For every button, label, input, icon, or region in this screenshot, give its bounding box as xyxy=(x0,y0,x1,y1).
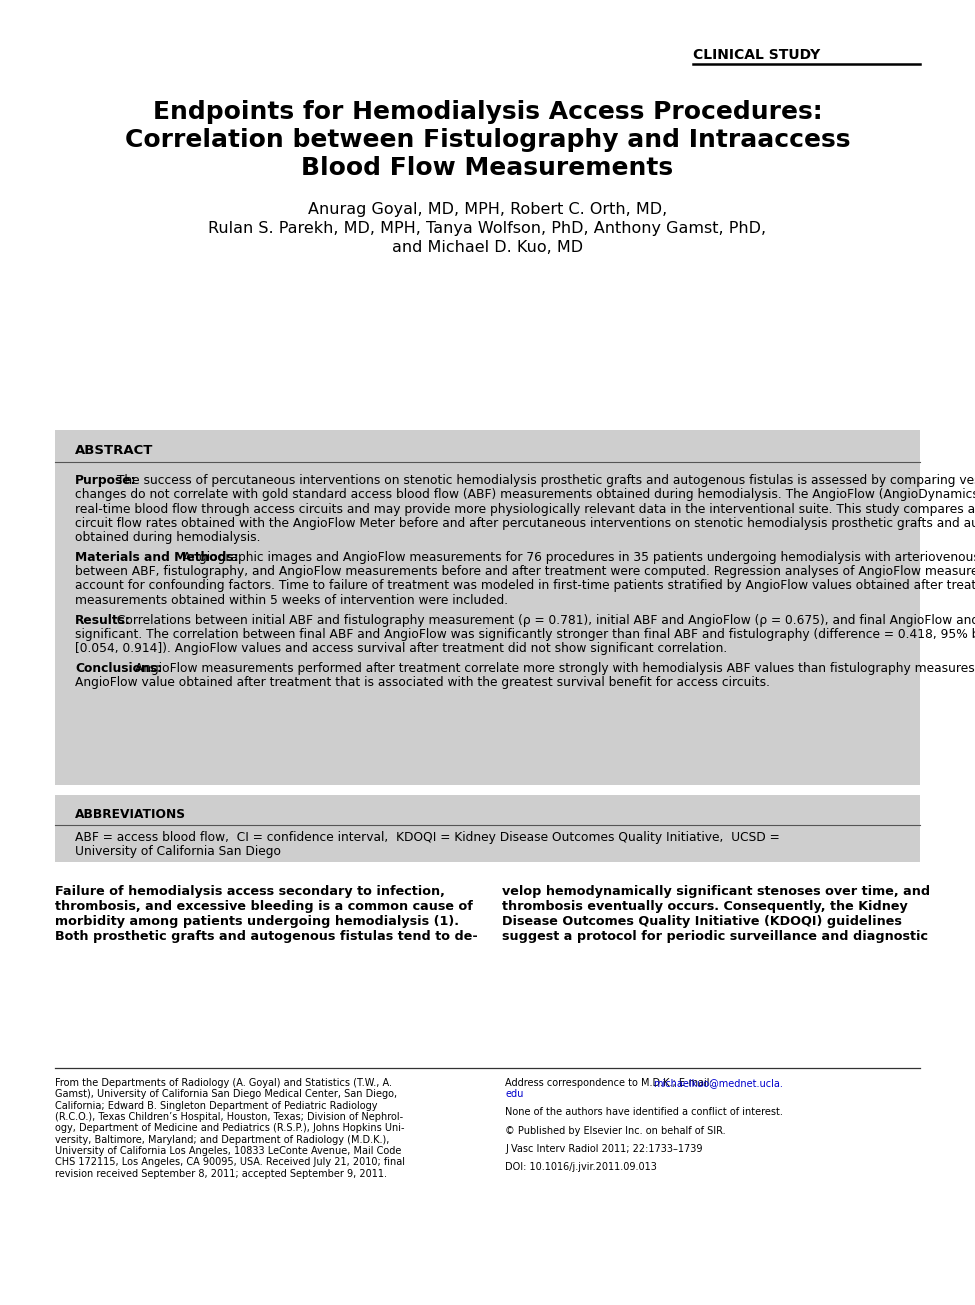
Text: None of the authors have identified a conflict of interest.: None of the authors have identified a co… xyxy=(505,1108,783,1117)
Text: CHS 172115, Los Angeles, CA 90095, USA. Received July 21, 2010; final: CHS 172115, Los Angeles, CA 90095, USA. … xyxy=(55,1158,405,1168)
Text: Gamst), University of California San Diego Medical Center, San Diego,: Gamst), University of California San Die… xyxy=(55,1090,397,1099)
Text: Endpoints for Hemodialysis Access Procedures:: Endpoints for Hemodialysis Access Proced… xyxy=(153,100,822,124)
Text: Angiographic images and AngioFlow measurements for 76 procedures in 35 patients : Angiographic images and AngioFlow measur… xyxy=(178,551,975,564)
Text: CLINICAL STUDY: CLINICAL STUDY xyxy=(693,48,820,63)
Text: From the Departments of Radiology (A. Goyal) and Statistics (T.W., A.: From the Departments of Radiology (A. Go… xyxy=(55,1078,392,1088)
Text: edu: edu xyxy=(505,1090,524,1099)
Text: account for confounding factors. Time to failure of treatment was modeled in fir: account for confounding factors. Time to… xyxy=(75,579,975,592)
Text: The success of percutaneous interventions on stenotic hemodialysis prosthetic gr: The success of percutaneous intervention… xyxy=(113,474,975,487)
Text: versity, Baltimore, Maryland; and Department of Radiology (M.D.K.),: versity, Baltimore, Maryland; and Depart… xyxy=(55,1135,389,1144)
Text: Anurag Goyal, MD, MPH, Robert C. Orth, MD,: Anurag Goyal, MD, MPH, Robert C. Orth, M… xyxy=(308,202,667,217)
Text: Blood Flow Measurements: Blood Flow Measurements xyxy=(301,155,674,180)
Text: circuit flow rates obtained with the AngioFlow Meter before and after percutaneo: circuit flow rates obtained with the Ang… xyxy=(75,517,975,530)
Text: University of California Los Angeles, 10833 LeConte Avenue, Mail Code: University of California Los Angeles, 10… xyxy=(55,1146,402,1156)
Text: measurements obtained within 5 weeks of intervention were included.: measurements obtained within 5 weeks of … xyxy=(75,594,508,607)
Text: obtained during hemodialysis.: obtained during hemodialysis. xyxy=(75,531,260,544)
Text: Results:: Results: xyxy=(75,613,131,626)
Text: University of California San Diego: University of California San Diego xyxy=(75,846,281,859)
Text: Rulan S. Parekh, MD, MPH, Tanya Wolfson, PhD, Anthony Gamst, PhD,: Rulan S. Parekh, MD, MPH, Tanya Wolfson,… xyxy=(209,221,766,236)
Text: and Michael D. Kuo, MD: and Michael D. Kuo, MD xyxy=(392,240,583,254)
Text: thrombosis eventually occurs. Consequently, the Kidney: thrombosis eventually occurs. Consequent… xyxy=(502,900,908,914)
Text: Failure of hemodialysis access secondary to infection,: Failure of hemodialysis access secondary… xyxy=(55,885,445,898)
Text: velop hemodynamically significant stenoses over time, and: velop hemodynamically significant stenos… xyxy=(502,885,930,898)
Text: Disease Outcomes Quality Initiative (KDOQI) guidelines: Disease Outcomes Quality Initiative (KDO… xyxy=(502,915,902,928)
Text: between ABF, fistulography, and AngioFlow measurements before and after treatmen: between ABF, fistulography, and AngioFlo… xyxy=(75,565,975,578)
Text: © Published by Elsevier Inc. on behalf of SIR.: © Published by Elsevier Inc. on behalf o… xyxy=(505,1126,725,1135)
Text: Materials and Methods:: Materials and Methods: xyxy=(75,551,239,564)
Text: ogy, Department of Medicine and Pediatrics (R.S.P.), Johns Hopkins Uni-: ogy, Department of Medicine and Pediatri… xyxy=(55,1124,405,1133)
Text: Address correspondence to M.D.K.; E-mail:: Address correspondence to M.D.K.; E-mail… xyxy=(505,1078,716,1088)
Text: Purpose:: Purpose: xyxy=(75,474,136,487)
Text: AngioFlow measurements performed after treatment correlate more strongly with he: AngioFlow measurements performed after t… xyxy=(132,662,975,675)
Text: significant. The correlation between final ABF and AngioFlow was significantly s: significant. The correlation between fin… xyxy=(75,628,975,641)
Text: morbidity among patients undergoing hemodialysis (1).: morbidity among patients undergoing hemo… xyxy=(55,915,459,928)
Text: ABF = access blood flow,  CI = confidence interval,  KDOQI = Kidney Disease Outc: ABF = access blood flow, CI = confidence… xyxy=(75,831,780,844)
Text: DOI: 10.1016/j.jvir.2011.09.013: DOI: 10.1016/j.jvir.2011.09.013 xyxy=(505,1161,657,1172)
Text: ABSTRACT: ABSTRACT xyxy=(75,444,153,457)
Text: changes do not correlate with gold standard access blood flow (ABF) measurements: changes do not correlate with gold stand… xyxy=(75,488,975,501)
Text: michaelkuo@mednet.ucla.: michaelkuo@mednet.ucla. xyxy=(653,1078,783,1088)
Text: Conclusions:: Conclusions: xyxy=(75,662,162,675)
Text: J Vasc Interv Radiol 2011; 22:1733–1739: J Vasc Interv Radiol 2011; 22:1733–1739 xyxy=(505,1143,703,1154)
Bar xyxy=(55,431,920,786)
Text: Correlations between initial ABF and fistulography measurement (ρ = 0.781), init: Correlations between initial ABF and fis… xyxy=(113,613,975,626)
Text: revision received September 8, 2011; accepted September 9, 2011.: revision received September 8, 2011; acc… xyxy=(55,1169,387,1178)
Text: AngioFlow value obtained after treatment that is associated with the greatest su: AngioFlow value obtained after treatment… xyxy=(75,676,770,689)
Bar xyxy=(55,795,920,863)
Text: [0.054, 0.914]). AngioFlow values and access survival after treatment did not sh: [0.054, 0.914]). AngioFlow values and ac… xyxy=(75,642,727,655)
Text: thrombosis, and excessive bleeding is a common cause of: thrombosis, and excessive bleeding is a … xyxy=(55,900,473,914)
Text: (R.C.O.), Texas Children’s Hospital, Houston, Texas; Division of Nephrol-: (R.C.O.), Texas Children’s Hospital, Hou… xyxy=(55,1112,403,1122)
Text: Correlation between Fistulography and Intraaccess: Correlation between Fistulography and In… xyxy=(125,128,850,151)
Text: suggest a protocol for periodic surveillance and diagnostic: suggest a protocol for periodic surveill… xyxy=(502,929,928,942)
Text: real-time blood flow through access circuits and may provide more physiologicall: real-time blood flow through access circ… xyxy=(75,502,975,515)
Text: Both prosthetic grafts and autogenous fistulas tend to de-: Both prosthetic grafts and autogenous fi… xyxy=(55,929,478,942)
Text: ABBREVIATIONS: ABBREVIATIONS xyxy=(75,808,186,821)
Text: California; Edward B. Singleton Department of Pediatric Radiology: California; Edward B. Singleton Departme… xyxy=(55,1100,377,1111)
